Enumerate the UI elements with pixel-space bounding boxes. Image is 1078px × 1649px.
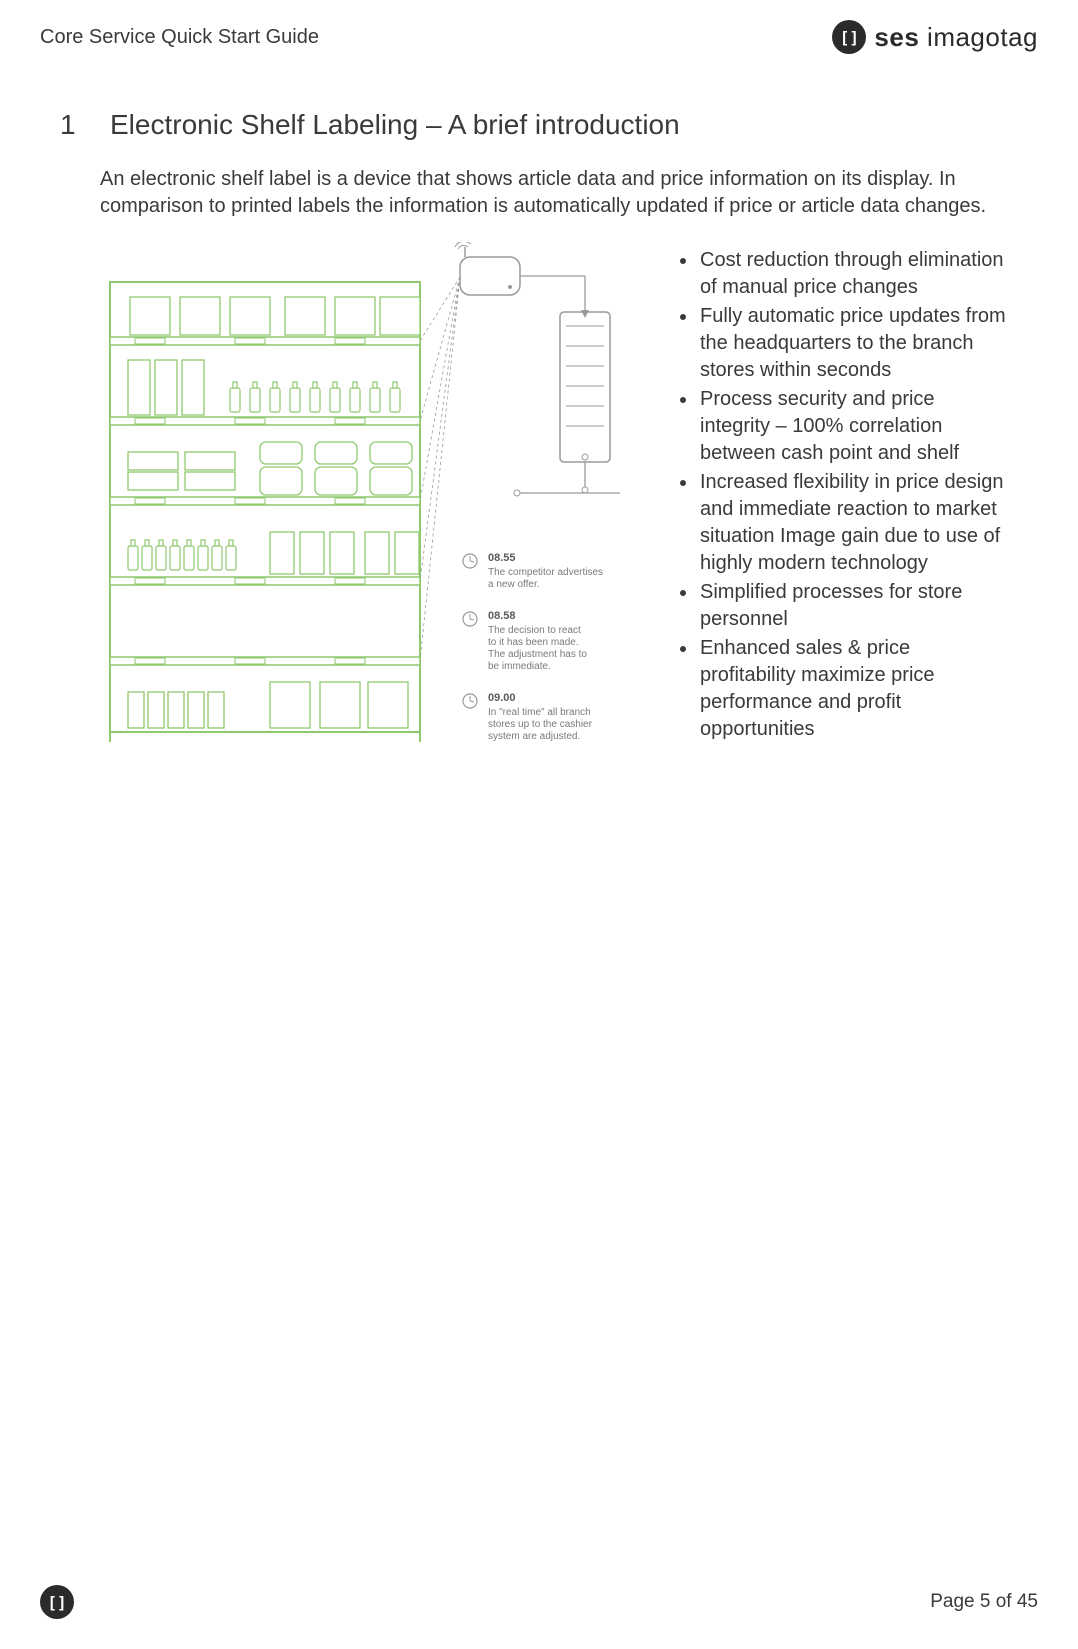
benefit-item: Enhanced sales & price profitability max… [680, 635, 1008, 743]
benefit-item: Increased flexibility in price design an… [680, 469, 1008, 577]
benefits-ul: Cost reduction through elimination of ma… [660, 247, 1008, 743]
logo-text: ses imagotag [874, 22, 1038, 53]
svg-text:stores up to the cashier: stores up to the cashier [488, 719, 593, 730]
page-header: Core Service Quick Start Guide [] ses im… [40, 20, 1038, 54]
section-number: 1 [60, 109, 80, 141]
svg-text:be immediate.: be immediate. [488, 661, 551, 672]
svg-text:a new offer.: a new offer. [488, 579, 540, 590]
shelf-diagram-svg: 08.55 The competitor advertisesa new offe… [100, 242, 630, 752]
document-title: Core Service Quick Start Guide [40, 26, 319, 49]
section-title: Electronic Shelf Labeling – A brief intr… [110, 109, 680, 141]
svg-text:The competitor advertises: The competitor advertises [488, 567, 603, 578]
logo-text-bold: ses [874, 22, 919, 52]
logo-text-light: imagotag [919, 22, 1038, 52]
footer-badge-icon: [] [40, 1585, 74, 1619]
svg-text:to it has been made.: to it has been made. [488, 637, 579, 648]
svg-text:09.00: 09.00 [488, 692, 516, 704]
benefit-item: Process security and price integrity – 1… [680, 386, 1008, 467]
svg-text:The decision to react: The decision to react [488, 625, 581, 636]
page-number: Page 5 of 45 [930, 1591, 1038, 1613]
section-heading: 1 Electronic Shelf Labeling – A brief in… [60, 109, 1038, 141]
page-footer: [] Page 5 of 45 [40, 1585, 1038, 1619]
content-row: 08.55 The competitor advertisesa new offe… [100, 242, 1008, 757]
intro-paragraph: An electronic shelf label is a device th… [100, 166, 1008, 220]
logo-badge-icon: [] [832, 20, 866, 54]
shelf-diagram: 08.55 The competitor advertisesa new offe… [100, 242, 630, 757]
svg-text:The adjustment has to: The adjustment has to [488, 649, 587, 660]
svg-text:08.55: 08.55 [488, 552, 516, 564]
svg-text:system are adjusted.: system are adjusted. [488, 731, 580, 742]
brand-logo: [] ses imagotag [832, 20, 1038, 54]
benefit-item: Cost reduction through elimination of ma… [680, 247, 1008, 301]
benefits-list: Cost reduction through elimination of ma… [660, 242, 1008, 745]
benefit-item: Simplified processes for store personnel [680, 579, 1008, 633]
svg-text:08.58: 08.58 [488, 610, 516, 622]
svg-text:In "real time" all branch: In "real time" all branch [488, 707, 591, 718]
benefit-item: Fully automatic price updates from the h… [680, 303, 1008, 384]
